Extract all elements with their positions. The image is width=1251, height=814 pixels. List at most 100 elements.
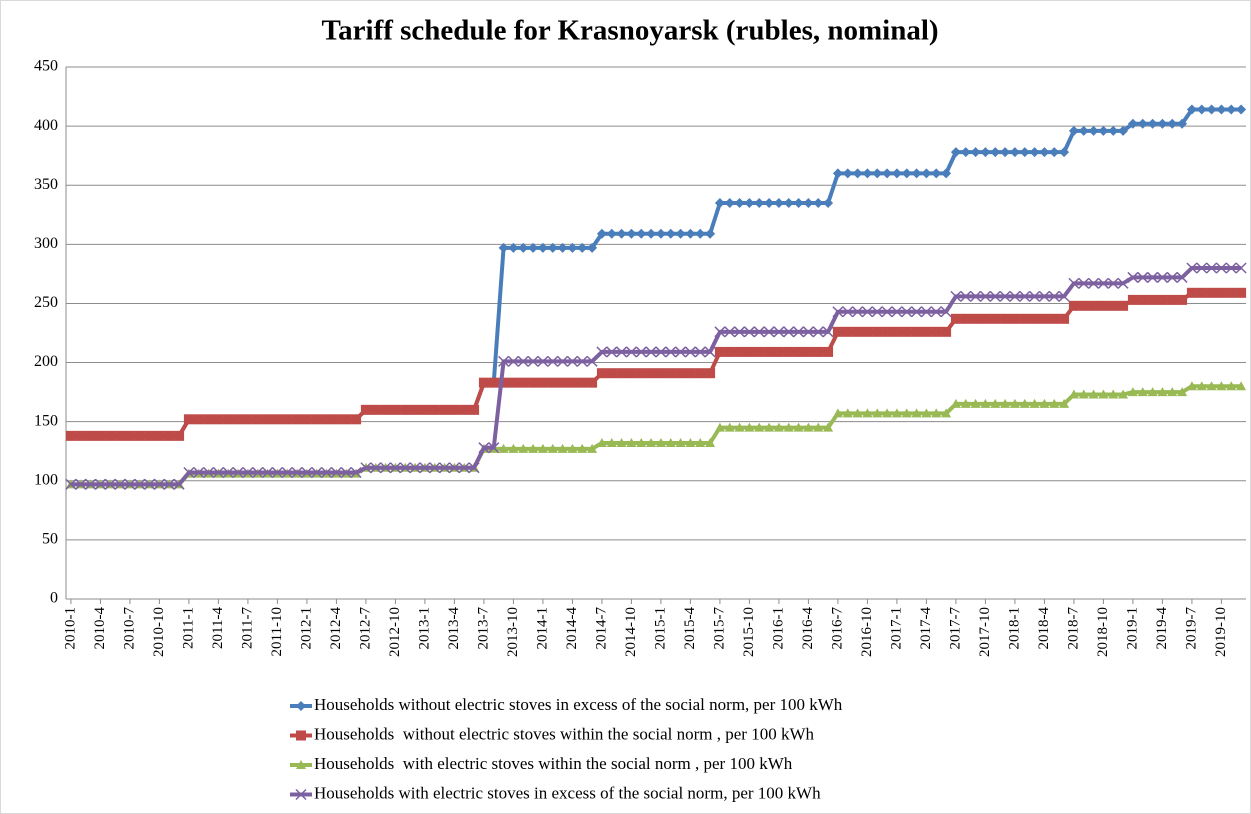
x-tick-label: 2016-4 (800, 607, 816, 650)
marker (1236, 104, 1247, 115)
marker (1177, 294, 1188, 305)
marker (252, 414, 263, 425)
marker (773, 326, 785, 338)
marker (626, 228, 637, 239)
marker (625, 346, 637, 358)
marker (1019, 398, 1030, 408)
marker (832, 168, 843, 179)
marker (429, 462, 441, 474)
marker (813, 346, 824, 357)
marker (783, 346, 794, 357)
marker (301, 414, 312, 425)
marker (1196, 104, 1207, 115)
marker (94, 478, 106, 490)
marker (960, 290, 972, 302)
marker (518, 377, 529, 388)
marker (1206, 287, 1217, 298)
marker (281, 466, 293, 479)
marker (1068, 300, 1079, 311)
marker (233, 414, 244, 425)
marker (498, 377, 509, 388)
marker (1118, 125, 1129, 136)
marker (970, 290, 982, 302)
x-tick-label: 2015-7 (711, 607, 727, 650)
marker (921, 326, 932, 337)
marker (743, 326, 755, 338)
marker (1176, 271, 1188, 283)
marker (1167, 387, 1178, 397)
marker (852, 306, 864, 318)
legend-marker (296, 701, 306, 711)
marker (813, 422, 824, 432)
marker (1108, 389, 1119, 399)
marker (1009, 398, 1020, 408)
marker (665, 346, 677, 358)
marker (1137, 387, 1148, 397)
marker (793, 422, 804, 432)
marker (115, 430, 126, 441)
marker (547, 355, 559, 367)
x-tick-label: 2012-4 (328, 607, 344, 650)
marker (635, 346, 647, 358)
marker (1206, 381, 1217, 391)
marker (616, 368, 627, 379)
marker (1186, 104, 1197, 115)
marker (105, 430, 116, 441)
marker (498, 355, 510, 367)
marker (507, 355, 519, 367)
marker (331, 414, 342, 425)
marker (557, 242, 568, 253)
marker (626, 437, 637, 447)
marker (1167, 118, 1178, 129)
marker (773, 346, 784, 357)
marker (665, 228, 676, 239)
y-tick-label: 400 (34, 117, 58, 134)
marker (1226, 104, 1237, 115)
marker (754, 197, 765, 208)
marker (557, 443, 568, 453)
marker (694, 346, 706, 358)
marker (380, 462, 392, 474)
x-tick-label: 2013-10 (505, 607, 521, 657)
marker (1088, 277, 1100, 289)
marker (596, 228, 607, 239)
marker (1216, 104, 1227, 115)
marker (882, 326, 893, 337)
x-tick-label: 2011-7 (239, 607, 255, 649)
marker (1127, 387, 1138, 397)
marker (222, 466, 234, 479)
marker (1108, 125, 1119, 136)
marker (458, 462, 470, 474)
marker (340, 466, 352, 479)
marker (1236, 381, 1247, 391)
x-tick-label: 2010-7 (121, 607, 137, 650)
marker (1137, 271, 1149, 283)
marker (1098, 300, 1109, 311)
marker (734, 422, 745, 432)
marker (508, 377, 519, 388)
marker (980, 147, 991, 158)
marker (842, 168, 853, 179)
marker (636, 437, 647, 447)
marker (1098, 125, 1109, 136)
legend-label: Households without electric stoves in ex… (314, 695, 843, 714)
marker (1000, 147, 1011, 158)
y-tick-label: 350 (34, 176, 58, 193)
marker (616, 346, 628, 358)
x-tick-label: 2011-10 (269, 607, 285, 656)
marker (773, 422, 784, 432)
marker (587, 443, 598, 453)
marker (1206, 104, 1217, 115)
marker (754, 346, 765, 357)
marker (832, 326, 843, 337)
x-tick-label: 2010-4 (92, 607, 108, 650)
marker (636, 368, 647, 379)
marker (960, 147, 971, 158)
marker (183, 466, 195, 479)
marker (272, 414, 283, 425)
marker (1216, 381, 1227, 391)
marker (399, 462, 411, 474)
marker (950, 398, 961, 408)
marker (803, 197, 814, 208)
x-tick-label: 2013-4 (446, 607, 462, 650)
